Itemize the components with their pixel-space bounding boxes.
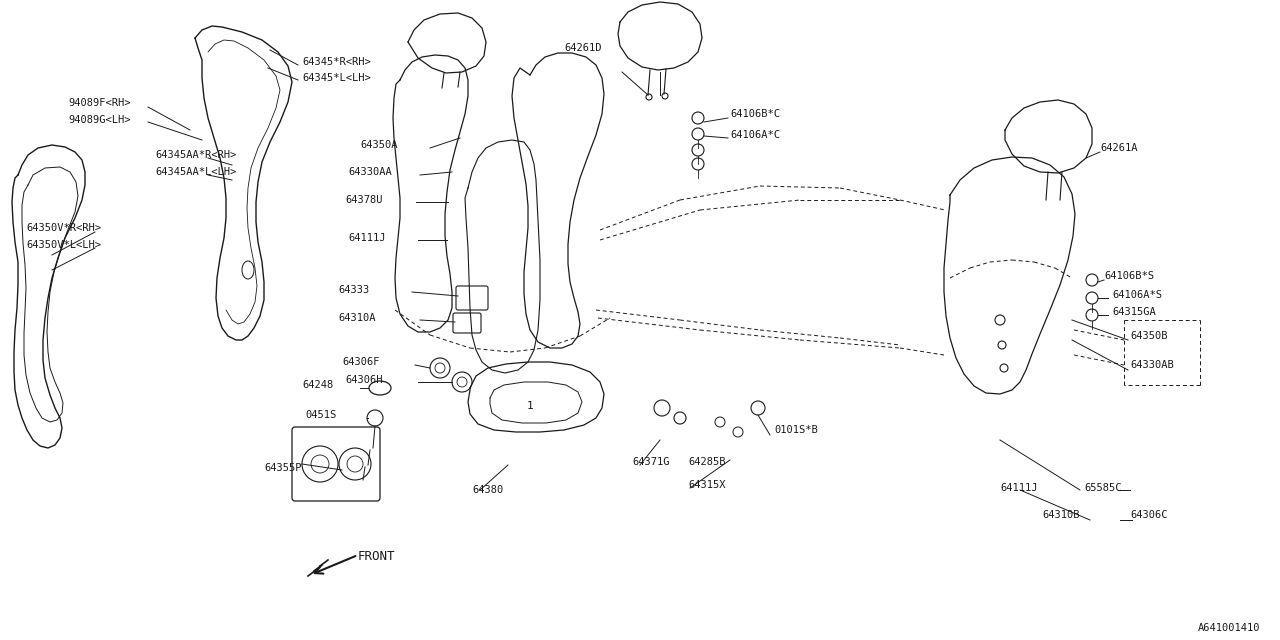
Text: 64345*R<RH>: 64345*R<RH> — [302, 57, 371, 67]
Text: 64330AA: 64330AA — [348, 167, 392, 177]
Text: 64350V*L<LH>: 64350V*L<LH> — [26, 240, 101, 250]
Text: 64111J: 64111J — [348, 233, 385, 243]
Text: 64350V*R<RH>: 64350V*R<RH> — [26, 223, 101, 233]
Text: 64306H: 64306H — [346, 375, 383, 385]
Text: 64306C: 64306C — [1130, 510, 1167, 520]
Text: 64350A: 64350A — [360, 140, 398, 150]
Text: 64111J: 64111J — [1000, 483, 1038, 493]
Text: 64330AB: 64330AB — [1130, 360, 1174, 370]
Text: 64345AA*L<LH>: 64345AA*L<LH> — [155, 167, 237, 177]
Text: 64380: 64380 — [472, 485, 503, 495]
Text: 64248: 64248 — [302, 380, 333, 390]
Text: 64333: 64333 — [338, 285, 369, 295]
Text: 0101S*B: 0101S*B — [774, 425, 818, 435]
Text: 0451S: 0451S — [305, 410, 337, 420]
Text: 64106A*S: 64106A*S — [1112, 290, 1162, 300]
Text: 64345*L<LH>: 64345*L<LH> — [302, 73, 371, 83]
Text: 64310A: 64310A — [338, 313, 375, 323]
Text: 94089G<LH>: 94089G<LH> — [68, 115, 131, 125]
Text: FRONT: FRONT — [358, 550, 396, 563]
Text: 64378U: 64378U — [346, 195, 383, 205]
Text: 64371G: 64371G — [632, 457, 669, 467]
Text: 94089F<RH>: 94089F<RH> — [68, 98, 131, 108]
Text: 64345AA*R<RH>: 64345AA*R<RH> — [155, 150, 237, 160]
Text: 64306F: 64306F — [342, 357, 379, 367]
Text: 1: 1 — [526, 401, 534, 411]
Text: 64350B: 64350B — [1130, 331, 1167, 341]
Text: 64106B*C: 64106B*C — [730, 109, 780, 119]
Text: 64310B: 64310B — [1042, 510, 1079, 520]
Text: 64106A*C: 64106A*C — [730, 130, 780, 140]
Text: 64261A: 64261A — [1100, 143, 1138, 153]
Text: 64315GA: 64315GA — [1112, 307, 1156, 317]
Text: 64106B*S: 64106B*S — [1103, 271, 1155, 281]
Text: 65585C: 65585C — [1084, 483, 1121, 493]
Text: 64261D: 64261D — [564, 43, 602, 53]
Text: 64285B: 64285B — [689, 457, 726, 467]
Text: 64355P: 64355P — [264, 463, 302, 473]
Text: A641001410: A641001410 — [1198, 623, 1260, 633]
Text: 64315X: 64315X — [689, 480, 726, 490]
